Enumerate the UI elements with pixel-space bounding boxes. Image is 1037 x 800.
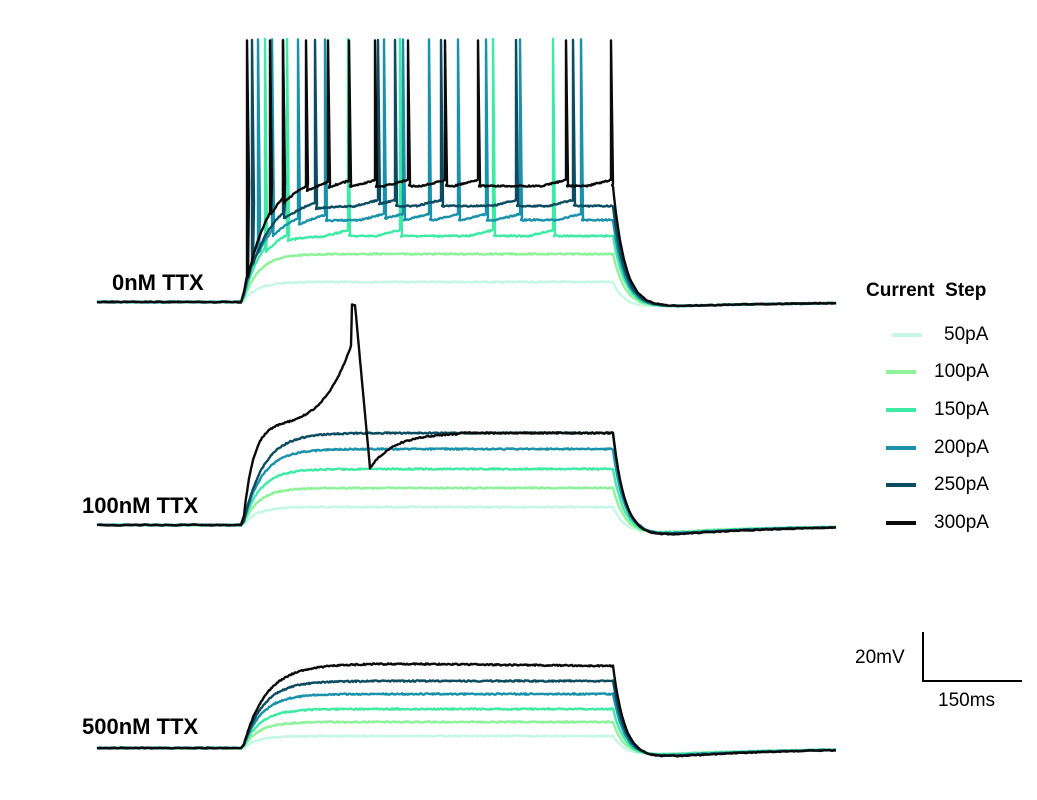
panel-label-500nm-ttx: 500nM TTX <box>82 714 199 739</box>
legend-swatch-200pa <box>886 445 916 450</box>
scale-bar-time <box>922 680 1022 682</box>
legend-item-150pa: 150pA <box>866 391 989 429</box>
trace-100pa <box>96 252 836 308</box>
legend-label: 50pA <box>944 323 989 345</box>
panel-label-0nm-ttx: 0nM TTX <box>112 270 204 295</box>
trace-300pa <box>96 39 837 308</box>
legend-swatch-300pa <box>886 520 916 525</box>
legend-item-200pa: 200pA <box>866 429 989 467</box>
legend-item-50pa: 50pA <box>866 316 989 354</box>
scale-bar-time-label: 150ms <box>938 690 996 711</box>
legend-label: 300pA <box>934 511 989 533</box>
legend-item-250pa: 250pA <box>866 466 989 504</box>
panel-500nm-ttx-traces <box>96 662 837 758</box>
legend-item-100pa: 100pA <box>866 354 989 392</box>
legend-swatch-50pa <box>892 332 922 337</box>
trace-300pa <box>96 303 837 536</box>
trace-200pa <box>96 447 837 535</box>
legend: Current Step 50pA 100pA 150pA 200pA 250p… <box>866 280 989 542</box>
panel-0nm-ttx-traces <box>96 37 837 308</box>
legend-swatch-100pa <box>886 370 916 375</box>
trace-150pa <box>96 37 837 308</box>
scale-bar-voltage <box>922 632 924 682</box>
panel-label-100nm-ttx: 100nM TTX <box>82 493 199 518</box>
scale-bar-voltage-label: 20mV <box>855 647 905 668</box>
legend-swatch-150pa <box>886 407 916 412</box>
trace-250pa <box>96 38 837 308</box>
legend-item-300pa: 300pA <box>866 504 989 542</box>
legend-swatch-250pa <box>886 483 916 488</box>
trace-200pa <box>96 38 837 308</box>
legend-label: 150pA <box>934 398 989 420</box>
legend-label: 200pA <box>934 436 989 458</box>
legend-title: Current Step <box>866 280 987 301</box>
panel-100nm-ttx-traces <box>96 303 837 536</box>
trace-300pa <box>96 662 836 758</box>
legend-label: 250pA <box>934 474 989 496</box>
legend-label: 100pA <box>934 361 989 383</box>
trace-250pa <box>96 679 836 758</box>
trace-200pa <box>96 692 837 757</box>
